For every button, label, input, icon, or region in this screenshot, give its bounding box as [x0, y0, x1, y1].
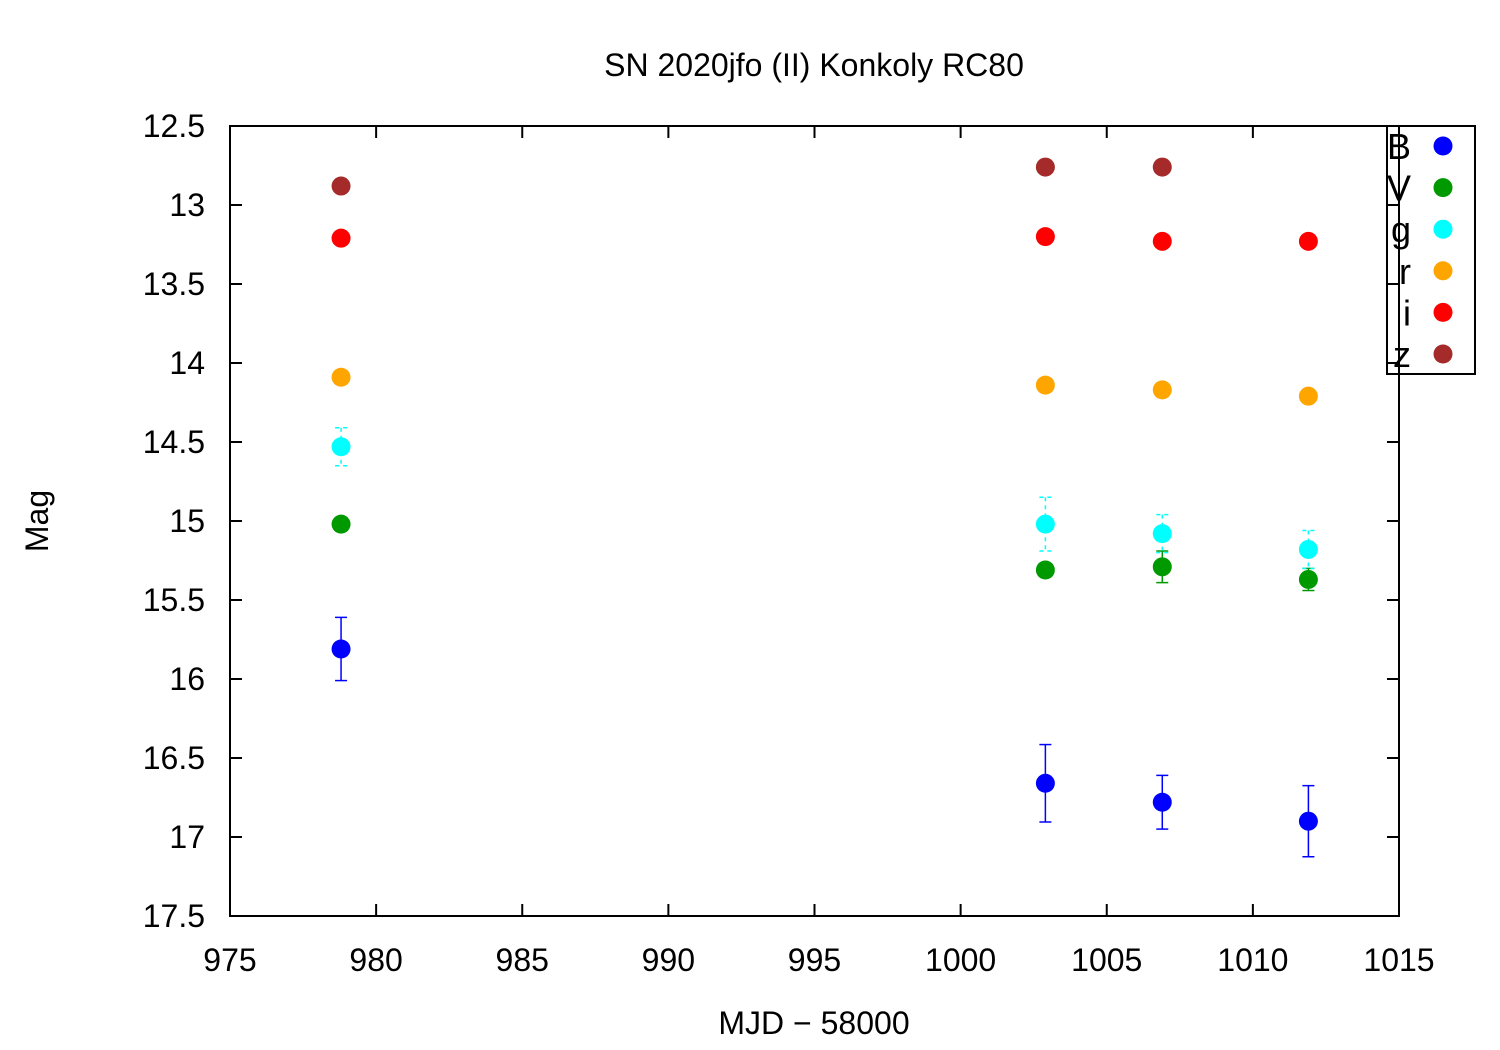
- data-point-r: [1298, 386, 1318, 406]
- data-point-i: [1152, 231, 1172, 251]
- data-point-z: [1035, 157, 1055, 177]
- y-tick-label: 13.5: [143, 266, 205, 302]
- legend-marker-B: [1433, 136, 1453, 156]
- y-tick-label: 12.5: [143, 108, 205, 144]
- x-tick-label: 985: [496, 942, 549, 978]
- series-i: [331, 227, 1318, 251]
- x-tick-label: 975: [203, 942, 256, 978]
- legend-label-r: r: [1399, 251, 1411, 292]
- legend-marker-i: [1433, 302, 1453, 322]
- data-point-g: [1298, 539, 1318, 559]
- data-point-V: [331, 514, 351, 534]
- data-point-V: [1298, 569, 1318, 589]
- x-tick-label: 995: [788, 942, 841, 978]
- series-g: [331, 427, 1318, 570]
- series-r: [331, 367, 1318, 406]
- data-point-B: [1298, 811, 1318, 831]
- x-tick-label: 1005: [1071, 942, 1142, 978]
- data-point-i: [1035, 227, 1055, 247]
- y-tick-label: 13: [169, 187, 205, 223]
- data-point-V: [1152, 557, 1172, 577]
- plot-area-frame: [229, 125, 1400, 917]
- chart-title: SN 2020jfo (II) Konkoly RC80: [604, 47, 1024, 83]
- data-point-r: [1152, 380, 1172, 400]
- series-B: [331, 616, 1318, 858]
- data-point-z: [1152, 157, 1172, 177]
- legend-label-B: B: [1387, 126, 1411, 167]
- data-point-i: [331, 228, 351, 248]
- x-tick-label: 1015: [1363, 942, 1434, 978]
- y-tick-label: 16: [169, 661, 205, 697]
- legend-label-z: z: [1393, 334, 1411, 375]
- legend-marker-z: [1433, 344, 1453, 364]
- data-point-B: [1035, 773, 1055, 793]
- y-tick-label: 16.5: [143, 740, 205, 776]
- data-point-g: [331, 437, 351, 457]
- data-point-i: [1298, 231, 1318, 251]
- data-point-V: [1035, 560, 1055, 580]
- y-tick-label: 17.5: [143, 898, 205, 934]
- axis-ticks: 975 980 985 990 995 1000 1005 1010 1015 12.5 13 13.…: [143, 108, 1435, 978]
- y-tick-label: 15: [169, 503, 205, 539]
- data-point-r: [1035, 375, 1055, 395]
- data-points: [331, 157, 1318, 858]
- legend-label-i: i: [1403, 292, 1411, 333]
- x-tick-label: 990: [642, 942, 695, 978]
- series-V: [331, 514, 1318, 592]
- data-point-B: [331, 639, 351, 659]
- y-tick-label: 17: [169, 819, 205, 855]
- x-tick-label: 1000: [925, 942, 996, 978]
- legend-label-g: g: [1391, 209, 1411, 250]
- legend-marker-g: [1433, 219, 1453, 239]
- x-tick-label: 980: [349, 942, 402, 978]
- y-tick-label: 15.5: [143, 582, 205, 618]
- y-tick-label: 14.5: [143, 424, 205, 460]
- y-tick-label: 14: [169, 345, 205, 381]
- data-point-B: [1152, 792, 1172, 812]
- series-z: [331, 157, 1172, 196]
- legend-marker-r: [1433, 261, 1453, 281]
- legend-box: [1386, 125, 1476, 375]
- data-point-g: [1152, 524, 1172, 544]
- x-tick-label: 1010: [1217, 942, 1288, 978]
- legend-label-V: V: [1387, 168, 1411, 209]
- data-point-r: [331, 367, 351, 387]
- data-point-z: [331, 176, 351, 196]
- y-axis-label: Mag: [19, 490, 55, 552]
- x-axis-label: MJD − 58000: [718, 1005, 909, 1041]
- legend-marker-V: [1433, 178, 1453, 198]
- data-point-g: [1035, 514, 1055, 534]
